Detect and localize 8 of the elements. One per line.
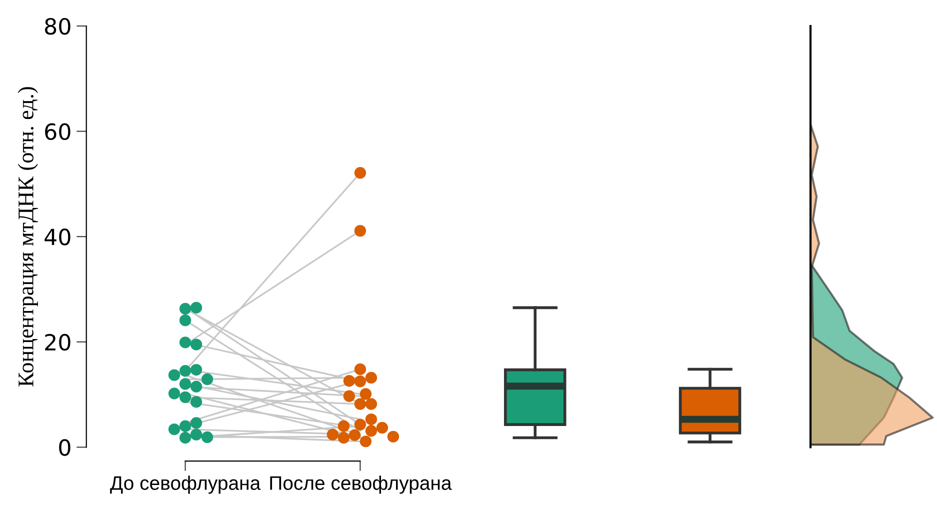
y-tick-label: 0 bbox=[59, 439, 70, 456]
y-tick-label: 40 bbox=[44, 228, 70, 246]
y-axis-title: Концентрация мтДНК (отн. ед.) bbox=[18, 87, 38, 386]
y-tick-label: 20 bbox=[45, 334, 70, 351]
y-tick-label: 60 bbox=[45, 123, 70, 140]
x-tick-label: До севофлурана bbox=[110, 476, 261, 494]
y-tick-label: 80 bbox=[45, 18, 70, 35]
x-tick-label: После севофлурана bbox=[270, 476, 452, 494]
